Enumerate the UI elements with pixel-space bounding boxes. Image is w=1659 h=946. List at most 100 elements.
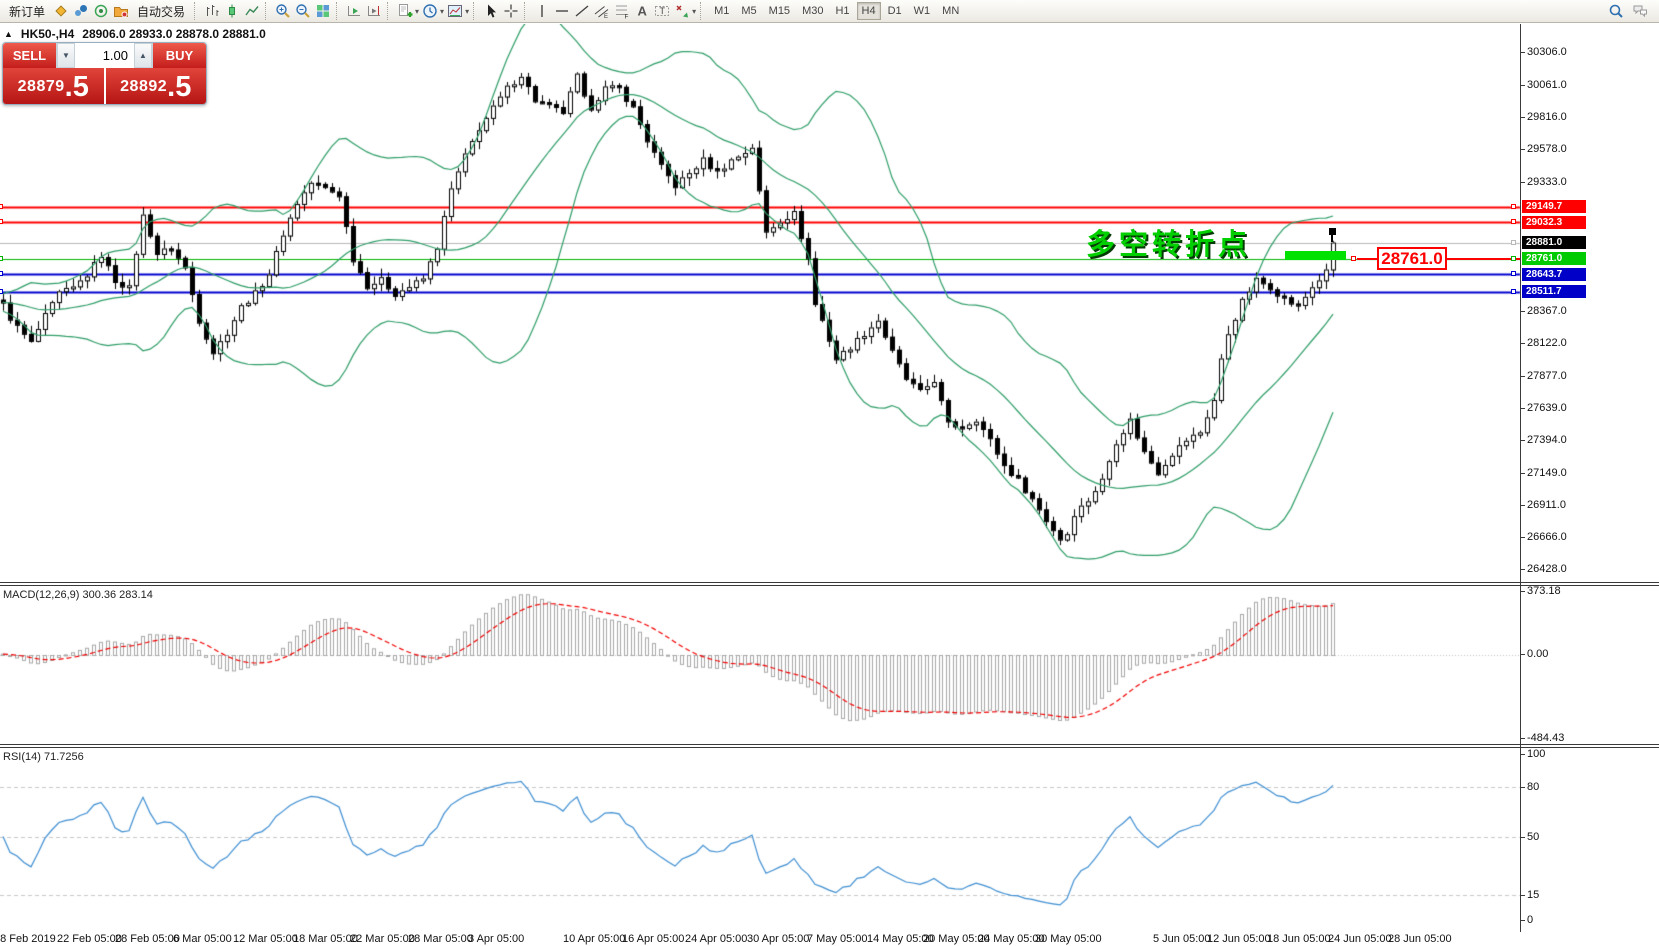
macd-tick-label: -484.43 bbox=[1527, 731, 1565, 744]
price-line-anchor-square bbox=[1511, 219, 1516, 225]
text-label-icon[interactable]: T bbox=[653, 2, 671, 20]
price-tick-label: 29816.0 bbox=[1527, 111, 1567, 124]
tile-windows-icon[interactable] bbox=[314, 2, 332, 20]
new-chart-icon[interactable] bbox=[396, 2, 414, 20]
collapse-panel-icon[interactable]: ▲ bbox=[4, 29, 13, 39]
chart-shift-icon[interactable] bbox=[365, 2, 383, 20]
price-tick-mark bbox=[1521, 569, 1525, 571]
signals-icon[interactable] bbox=[92, 2, 110, 20]
community-icon[interactable] bbox=[72, 2, 90, 20]
timeframe-m5[interactable]: M5 bbox=[741, 5, 757, 17]
sell-button[interactable]: SELL bbox=[3, 43, 56, 68]
rsi-tick-mark bbox=[1521, 836, 1525, 838]
price-line-anchor-square bbox=[1511, 203, 1516, 209]
text-icon[interactable]: A bbox=[633, 2, 651, 20]
autotrading-button[interactable]: 自动交易 bbox=[137, 4, 186, 19]
time-axis-label: 18 Mar 05:00 bbox=[293, 933, 358, 945]
timeframe-m15[interactable]: M15 bbox=[768, 5, 791, 17]
rsi-chart-canvas[interactable] bbox=[0, 748, 1521, 932]
hline-left-handle[interactable] bbox=[0, 255, 3, 261]
sell-arrow-marker-icon[interactable] bbox=[1328, 227, 1336, 242]
new-order-button[interactable]: 新订单 bbox=[9, 4, 46, 19]
chat-icon[interactable] bbox=[1631, 2, 1649, 20]
macd-chart-canvas[interactable] bbox=[0, 586, 1521, 744]
sell-price-frac: .5 bbox=[64, 70, 89, 103]
arrows-icon[interactable] bbox=[673, 2, 691, 20]
price-tick-mark bbox=[1521, 472, 1525, 474]
price-line-label: 29149.7 bbox=[1522, 200, 1586, 214]
rsi-tick-label: 100 bbox=[1527, 747, 1546, 760]
hline-left-handle[interactable] bbox=[0, 271, 3, 277]
candlestick-chart-icon[interactable] bbox=[223, 2, 241, 20]
price-tick-label: 27639.0 bbox=[1527, 401, 1567, 414]
market-depth-icon[interactable] bbox=[52, 2, 70, 20]
buy-button[interactable]: BUY bbox=[153, 43, 206, 68]
timeframe-m1[interactable]: M1 bbox=[714, 5, 730, 17]
volume-increase-button[interactable]: ▲ bbox=[134, 43, 152, 68]
timeframe-d1[interactable]: D1 bbox=[887, 5, 902, 17]
buy-price-button[interactable]: 28892 .5 bbox=[105, 68, 206, 104]
price-tick-mark bbox=[1521, 84, 1525, 86]
templates-icon[interactable] bbox=[446, 2, 464, 20]
periods-icon-dropdown[interactable]: ▾ bbox=[440, 6, 445, 16]
volume-input[interactable] bbox=[75, 43, 134, 68]
highlight-rectangle[interactable] bbox=[1285, 250, 1346, 260]
new-chart-icon-dropdown[interactable]: ▾ bbox=[415, 6, 420, 16]
timeframe-h1[interactable]: H1 bbox=[835, 5, 850, 17]
timeframe-mn[interactable]: MN bbox=[942, 5, 960, 17]
macd-panel[interactable] bbox=[0, 586, 1521, 744]
price-tick-label: 29578.0 bbox=[1527, 143, 1567, 156]
price-tick-label: 28122.0 bbox=[1527, 337, 1567, 350]
price-flag-anchor-square[interactable] bbox=[1351, 255, 1356, 261]
trendline-icon[interactable] bbox=[573, 2, 591, 20]
rsi-tick-mark bbox=[1521, 753, 1525, 755]
timeframe-m30[interactable]: M30 bbox=[802, 5, 824, 17]
main-chart-panel[interactable] bbox=[0, 24, 1521, 582]
symbol-header: ▲ HK50-,H4 28906.0 28933.0 28878.0 28881… bbox=[4, 27, 266, 41]
macd-tick-label: 373.18 bbox=[1527, 584, 1561, 597]
equidistant-channel-icon[interactable]: E bbox=[593, 2, 611, 20]
horizontal-line-icon[interactable] bbox=[553, 2, 571, 20]
sell-price-button[interactable]: 28879 .5 bbox=[3, 68, 104, 104]
rsi-tick-mark bbox=[1521, 894, 1525, 896]
bar-chart-icon[interactable] bbox=[203, 2, 221, 20]
price-tick-label: 26666.0 bbox=[1527, 531, 1567, 544]
search-icon[interactable] bbox=[1607, 2, 1625, 20]
timeframe-w1[interactable]: W1 bbox=[913, 5, 931, 17]
periods-icon[interactable] bbox=[421, 2, 439, 20]
time-axis-label: 24 Jun 05:00 bbox=[1328, 933, 1392, 945]
hline-left-handle[interactable] bbox=[0, 219, 3, 225]
toolbar-separator bbox=[524, 2, 529, 20]
time-axis-label: 5 Jun 05:00 bbox=[1153, 933, 1211, 945]
crosshair-icon[interactable] bbox=[502, 2, 520, 20]
rsi-panel[interactable] bbox=[0, 748, 1521, 932]
hline-left-handle[interactable] bbox=[0, 203, 3, 209]
cursor-icon[interactable] bbox=[482, 2, 500, 20]
chart-text-annotation[interactable]: 多空转折点 bbox=[1086, 228, 1252, 261]
macd-tick-label: 0.00 bbox=[1527, 648, 1549, 661]
time-axis-label: 28 Feb 05:00 bbox=[115, 933, 180, 945]
fibonacci-icon[interactable]: F bbox=[613, 2, 631, 20]
zoom-out-icon[interactable] bbox=[294, 2, 312, 20]
panel-splitter-macd[interactable] bbox=[0, 582, 1659, 586]
auto-scroll-icon[interactable] bbox=[345, 2, 363, 20]
panel-splitter-rsi[interactable] bbox=[0, 744, 1659, 748]
candlestick-chart-canvas[interactable] bbox=[0, 24, 1521, 582]
price-tick-mark bbox=[1521, 52, 1525, 54]
price-flag-label[interactable]: 28761.0 bbox=[1377, 247, 1447, 271]
price-tick-mark bbox=[1521, 504, 1525, 506]
price-tick-mark bbox=[1521, 407, 1525, 409]
hline-left-handle[interactable] bbox=[0, 288, 3, 294]
line-chart-icon[interactable] bbox=[243, 2, 261, 20]
time-axis-label: 16 Apr 05:00 bbox=[622, 933, 685, 945]
time-axis-label: 20 May 05:00 bbox=[923, 933, 990, 945]
price-tick-mark bbox=[1521, 375, 1525, 377]
templates-icon-dropdown[interactable]: ▾ bbox=[465, 6, 470, 16]
timeframe-h4[interactable]: H4 bbox=[856, 2, 881, 20]
zoom-in-icon[interactable] bbox=[274, 2, 292, 20]
arrows-icon-dropdown[interactable]: ▾ bbox=[692, 6, 697, 16]
volume-decrease-button[interactable]: ▼ bbox=[57, 43, 75, 68]
vertical-line-icon[interactable] bbox=[533, 2, 551, 20]
market-icon[interactable] bbox=[112, 2, 130, 20]
